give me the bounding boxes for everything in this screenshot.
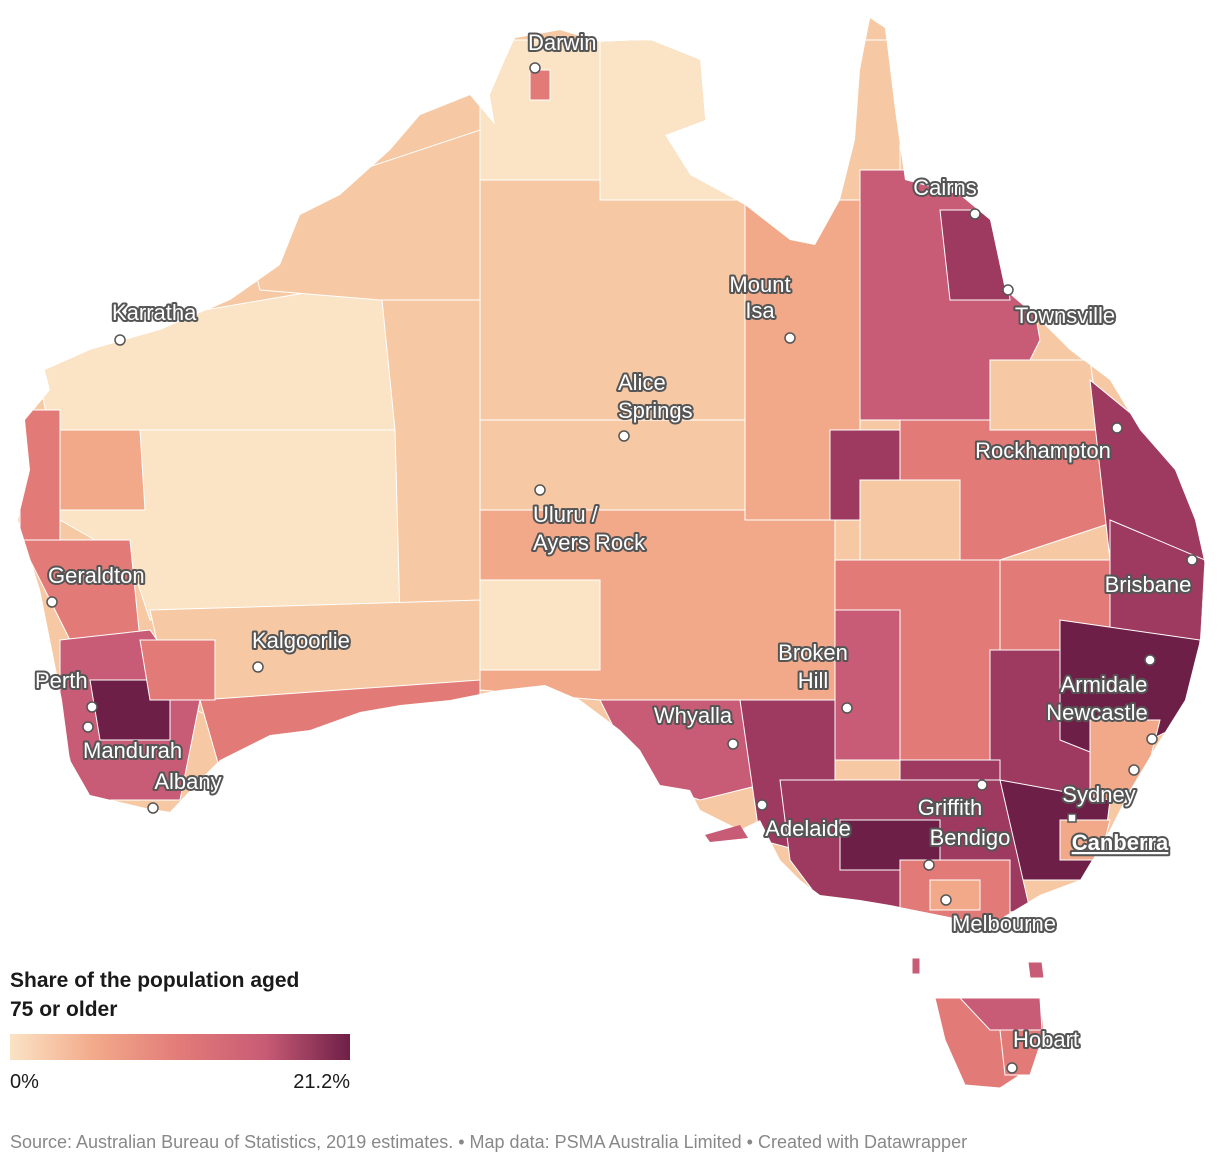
city-label-adelaide: Adelaide: [765, 816, 851, 841]
city-marker-griffith: [976, 779, 988, 791]
map-city-markers: [46, 62, 1198, 1074]
city-label-kalgoorlie: Kalgoorlie: [252, 628, 350, 653]
map-region: [479, 419, 746, 511]
map-region: [529, 69, 551, 101]
city-marker-canberra: [1067, 813, 1077, 823]
city-marker-armidale: [1144, 654, 1156, 666]
city-label-melbourne: Melbourne: [952, 911, 1056, 936]
city-marker-whyalla: [727, 738, 739, 750]
map-region: [599, 39, 746, 201]
city-label-darwin: Darwin: [528, 30, 596, 55]
city-marker-albany: [147, 802, 159, 814]
city-label-brisbane: Brisbane: [1105, 572, 1192, 597]
map-region: [989, 359, 1101, 431]
legend-title-line-2: 75 or older: [10, 998, 118, 1021]
map-region: [139, 639, 216, 701]
source-footer: Source: Australian Bureau of Statistics,…: [10, 1132, 968, 1152]
city-label-newcastle: Newcastle: [1046, 700, 1147, 725]
map-region: [929, 879, 981, 911]
map-region: [834, 609, 901, 761]
map-tasmania: [911, 957, 1046, 1089]
legend-title: Share of the population aged 75 or older: [10, 966, 350, 1024]
city-marker-karratha: [114, 334, 126, 346]
map-region: [859, 479, 961, 561]
legend-max-label: 21.2%: [293, 1071, 350, 1093]
australia-map: Darwin Cairns Townsville Mount Isa Karratha Al…: [18, 18, 1205, 1089]
city-marker-bendigo: [923, 859, 935, 871]
city-marker-perth: [86, 701, 98, 713]
map-region: [939, 209, 1011, 301]
city-label-perth: Perth: [35, 668, 88, 693]
city-marker-brisbane: [1186, 554, 1198, 566]
city-label-geraldton: Geraldton: [48, 563, 145, 588]
map-region: [1089, 378, 1205, 561]
city-marker-kalgoorlie: [252, 661, 264, 673]
map-region: [19, 409, 61, 541]
city-marker-sydney: [1128, 764, 1140, 776]
city-marker-geraldton: [46, 596, 58, 608]
city-label-hobart: Hobart: [1013, 1027, 1079, 1052]
map-region: [479, 579, 601, 671]
city-label-bendigo: Bendigo: [930, 825, 1011, 850]
map-city-labels: Darwin Cairns Townsville Mount Isa Karratha Al…: [33, 28, 1193, 1054]
map-region: [29, 279, 396, 431]
map-region: [479, 39, 601, 181]
city-label-canberra: Canberra: [1072, 830, 1169, 855]
city-marker-hobart: [1006, 1062, 1018, 1074]
city-label-alice-springs: Alice Springs: [618, 370, 693, 423]
city-marker-rockhampton: [1111, 422, 1123, 434]
city-label-cairns: Cairns: [913, 175, 977, 200]
city-label-rockhampton: Rockhampton: [975, 438, 1111, 463]
legend-ticks: 0% 21.2%: [10, 1071, 350, 1095]
city-label-griffith: Griffith: [918, 795, 982, 820]
city-marker-uluru-ayers-rock: [534, 484, 546, 496]
city-label-broken-hill: Broken Hill: [778, 640, 848, 693]
city-label-townsville: Townsville: [1015, 303, 1115, 328]
map-region: [59, 429, 146, 511]
legend-min-label: 0%: [10, 1071, 39, 1093]
legend-color-scale: [10, 1034, 350, 1060]
map-region-kangaroo-island: [705, 825, 748, 842]
city-marker-mount-isa: [784, 332, 796, 344]
city-label-sydney: Sydney: [1062, 782, 1135, 807]
map-region: [911, 957, 921, 975]
city-marker-melbourne: [940, 894, 952, 906]
city-marker-darwin: [529, 62, 541, 74]
city-label-karratha: Karratha: [112, 300, 197, 325]
city-marker-adelaide: [756, 799, 768, 811]
city-marker-townsville: [1002, 284, 1014, 296]
city-marker-cairns: [969, 208, 981, 220]
map-region: [1027, 961, 1045, 979]
city-marker-newcastle: [1146, 733, 1158, 745]
city-label-uluru-ayers-rock: Uluru / Ayers Rock: [533, 502, 646, 555]
city-label-armidale: Armidale: [1061, 672, 1148, 697]
city-label-mandurah: Mandurah: [83, 738, 182, 763]
city-marker-mandurah: [82, 721, 94, 733]
city-label-mount-isa: Mount Isa: [729, 272, 790, 323]
map-legend: Share of the population aged 75 or older…: [10, 966, 350, 1095]
map-region: [239, 129, 491, 301]
legend-title-line-1: Share of the population aged: [10, 969, 300, 992]
city-marker-broken-hill: [841, 702, 853, 714]
city-marker-alice-springs: [618, 430, 630, 442]
city-label-albany: Albany: [154, 769, 221, 794]
city-label-whyalla: Whyalla: [654, 703, 733, 728]
map-region: [19, 539, 141, 641]
